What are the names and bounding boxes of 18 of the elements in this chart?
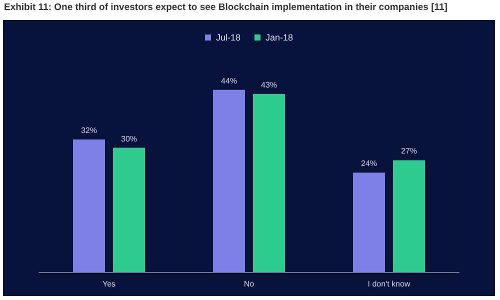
data-label: 27% (400, 146, 418, 156)
x-tick-label: No (244, 280, 255, 288)
x-tick-label: I don't know (368, 280, 410, 288)
bar (253, 94, 285, 272)
data-label: 43% (260, 80, 278, 90)
bar (353, 172, 385, 272)
bar (393, 160, 425, 272)
bar (73, 140, 105, 272)
data-label: 32% (80, 126, 98, 136)
legend-label: Jul-18 (216, 32, 240, 42)
data-label: 24% (360, 159, 378, 168)
bar (213, 90, 245, 272)
data-label: 44% (220, 76, 238, 86)
data-label: 30% (120, 134, 138, 144)
chart-title: Exhibit 11: One third of investors expect to see Blockchain implementation in their companies [11] (4, 2, 448, 13)
bar (113, 148, 145, 272)
x-tick-label: Yes (102, 280, 116, 288)
legend-label: Jan-18 (265, 32, 294, 42)
